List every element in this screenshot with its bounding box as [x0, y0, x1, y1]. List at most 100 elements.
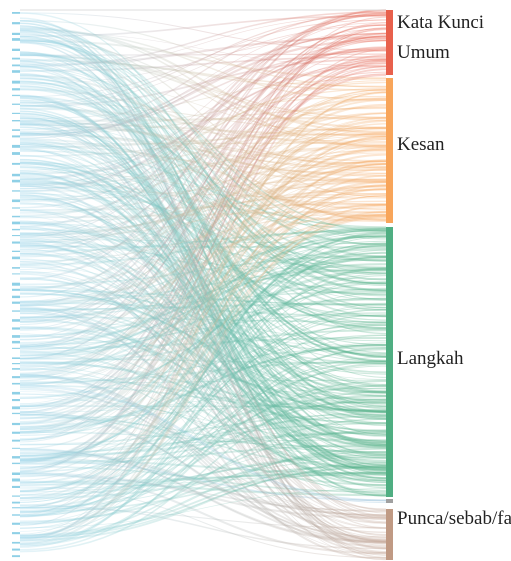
source-node — [12, 431, 20, 434]
source-node — [12, 541, 20, 544]
source-node — [12, 221, 20, 225]
source-node — [12, 80, 20, 84]
flow — [19, 20, 387, 378]
source-node — [12, 120, 20, 122]
flow — [19, 14, 387, 104]
flow — [19, 462, 387, 537]
flow — [19, 152, 387, 243]
flow — [19, 194, 387, 519]
source-node — [12, 273, 20, 275]
source-node — [12, 112, 20, 114]
flow — [19, 33, 387, 139]
node-label: Langkah — [397, 348, 464, 369]
flow — [19, 248, 387, 530]
source-node — [12, 173, 20, 177]
source-node — [12, 340, 20, 344]
flow — [19, 124, 387, 165]
flow — [19, 47, 387, 193]
flow — [19, 62, 387, 189]
source-node — [12, 382, 20, 385]
source-node — [12, 256, 20, 260]
flow — [19, 306, 387, 560]
source-node — [12, 190, 20, 192]
source-node — [12, 522, 20, 525]
node-bar — [386, 509, 393, 560]
source-node — [12, 70, 20, 73]
source-node — [12, 179, 20, 183]
flow — [19, 471, 387, 486]
flow — [19, 80, 387, 385]
flow — [19, 180, 387, 275]
source-node — [12, 447, 20, 449]
source-node — [12, 310, 20, 312]
flow — [19, 334, 387, 436]
source-node — [12, 64, 20, 67]
flow — [19, 365, 387, 469]
source-node — [12, 439, 20, 442]
flow — [19, 163, 387, 369]
source-node — [12, 485, 20, 488]
node-bar — [386, 227, 393, 497]
source-node — [12, 12, 20, 14]
flow — [19, 135, 387, 247]
flow — [19, 200, 387, 239]
flow — [19, 81, 387, 186]
flow — [19, 141, 387, 394]
source-node — [12, 376, 20, 379]
source-node — [12, 347, 20, 349]
source-node — [12, 406, 20, 410]
source-node — [12, 301, 20, 304]
source-node — [12, 135, 20, 138]
flow — [19, 95, 387, 262]
source-node — [12, 48, 20, 51]
flow — [19, 64, 387, 182]
source-node — [12, 32, 20, 35]
flow — [19, 384, 387, 412]
flow — [19, 374, 387, 548]
source-node — [12, 335, 20, 338]
flow — [19, 203, 387, 323]
flow — [19, 431, 387, 448]
flow — [19, 15, 387, 38]
source-node — [12, 88, 20, 91]
flow — [19, 58, 387, 357]
node-bar — [386, 499, 393, 503]
source-node — [12, 57, 20, 60]
node-label: Punca/sebab/faktor — [397, 508, 511, 529]
source-node — [12, 103, 20, 105]
flow — [19, 373, 387, 542]
flow — [19, 20, 387, 88]
flow — [19, 297, 387, 353]
source-node — [12, 391, 20, 395]
flow — [19, 168, 387, 244]
flow — [19, 56, 387, 72]
flow — [19, 360, 387, 425]
flow — [19, 144, 387, 457]
flow — [19, 391, 387, 459]
source-node — [12, 532, 20, 535]
source-node — [12, 38, 20, 41]
flow — [19, 126, 387, 315]
source-node — [12, 548, 20, 551]
flow — [19, 88, 387, 168]
node-bar — [386, 10, 393, 75]
flow — [19, 112, 387, 265]
flow — [19, 335, 387, 523]
flow — [19, 384, 387, 502]
flow — [19, 40, 387, 232]
node-label: Kesan — [397, 134, 445, 155]
source-node — [12, 199, 20, 203]
flow — [19, 243, 387, 440]
source-node — [12, 422, 20, 426]
flow — [19, 472, 387, 520]
source-node — [12, 129, 20, 131]
source-node — [12, 357, 20, 359]
flow — [19, 12, 387, 51]
source-node — [12, 514, 20, 516]
flow — [19, 456, 387, 512]
source-node — [12, 207, 20, 209]
source-node — [12, 462, 20, 465]
source-node — [12, 472, 20, 475]
flow — [19, 99, 387, 379]
